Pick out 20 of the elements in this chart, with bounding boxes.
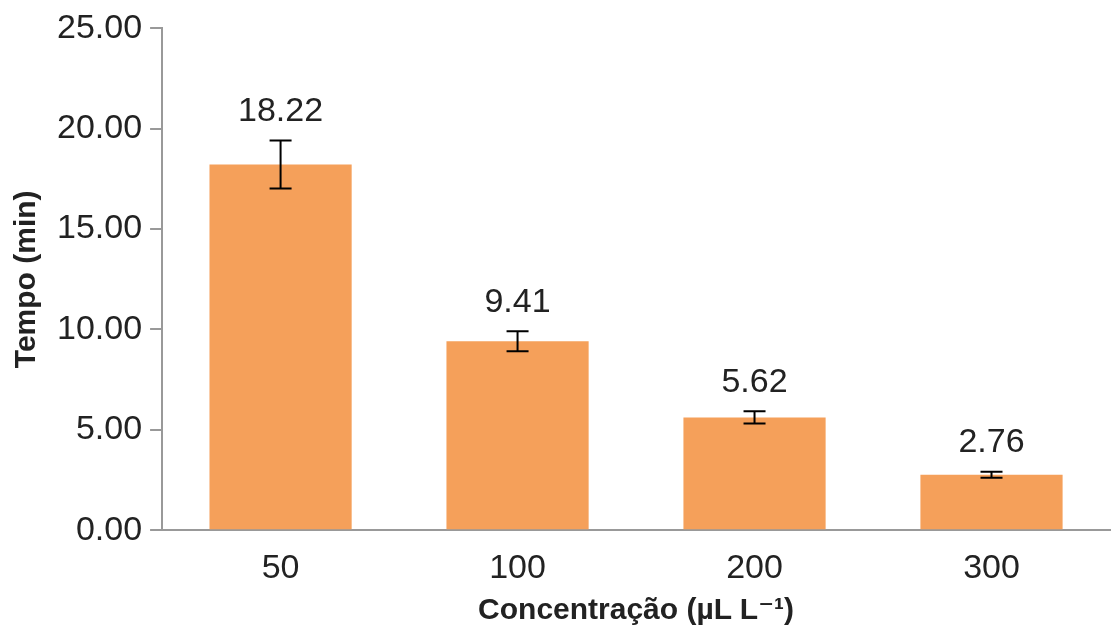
bar (683, 417, 826, 530)
y-tick-label: 5.00 (75, 408, 143, 447)
y-tick-label: 0.00 (75, 508, 143, 547)
bar (446, 341, 589, 530)
y-tick-label: 25.00 (56, 6, 143, 45)
x-tick-label: 300 (963, 546, 1020, 585)
y-tick-label: 10.00 (56, 307, 143, 346)
bar (209, 164, 352, 530)
y-tick-label: 15.00 (56, 207, 143, 246)
x-tick-label: 100 (489, 546, 546, 585)
data-label: 9.41 (484, 280, 551, 319)
data-label: 18.22 (238, 89, 324, 128)
y-tick-label: 20.00 (56, 107, 143, 146)
x-axis-title: Concentração (µL L⁻¹) (478, 592, 795, 626)
x-tick-label: 200 (726, 546, 783, 585)
data-label: 5.62 (721, 360, 788, 399)
data-label: 2.76 (958, 421, 1025, 460)
x-tick-label: 50 (261, 546, 300, 585)
y-axis-title: Tempo (min) (8, 190, 42, 369)
bar (920, 474, 1063, 530)
